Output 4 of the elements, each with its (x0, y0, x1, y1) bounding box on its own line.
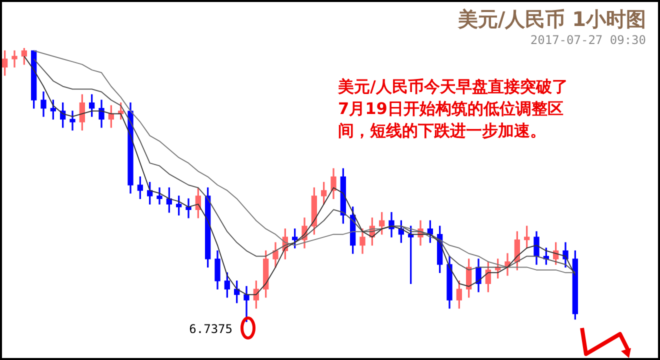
annotation: 美元/人民币今天早盘直接突破了7月19日开始构筑的低位调整区间，短线的下跌进一步加速。 (338, 76, 569, 142)
chart-title: 美元/人民币 1小时图 (458, 6, 646, 33)
annotation: 6.7375 (189, 322, 232, 336)
chart-subtitle: 2017-07-27 09:30 (530, 33, 646, 47)
